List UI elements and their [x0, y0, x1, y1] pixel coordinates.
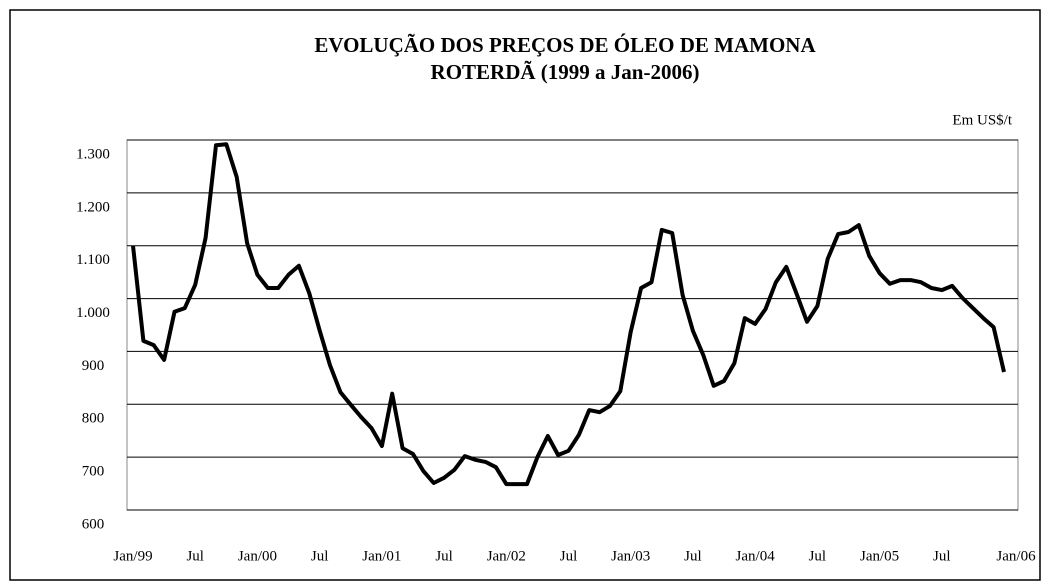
x-tick-label: Jul [186, 548, 204, 564]
x-tick-label: Jul [560, 548, 578, 564]
y-tick-label: 600 [82, 516, 105, 532]
y-tick-label: 800 [82, 411, 105, 427]
frame [9, 9, 1041, 581]
x-tick-label: Jan/01 [362, 548, 401, 564]
chart-subtitle: ROTERDÃ (1999 a Jan-2006) [431, 60, 700, 84]
x-tick-label: Jan/06 [996, 548, 1036, 564]
x-tick-label: Jul [933, 548, 951, 564]
x-tick-label: Jan/99 [113, 548, 152, 564]
y-tick-label: 1.200 [76, 199, 110, 215]
x-tick-label: Jan/03 [611, 548, 650, 564]
y-tick-label: 1.000 [76, 305, 110, 321]
chart-title: EVOLUÇÃO DOS PREÇOS DE ÓLEO DE MAMONA [314, 33, 816, 57]
y-tick-label: 1.100 [76, 252, 110, 268]
x-tick-label: Jul [809, 548, 827, 564]
y-tick-label: 700 [82, 464, 105, 480]
x-tick-label: Jul [311, 548, 329, 564]
y-tick-label: 1.300 [76, 146, 110, 162]
unit-label: Em US$/t [952, 112, 1012, 128]
plot-area [126, 139, 1019, 511]
x-tick-label: Jul [435, 548, 453, 564]
y-tick-label: 900 [82, 358, 105, 374]
line-series [131, 142, 1006, 487]
x-tick-label: Jul [684, 548, 702, 564]
x-tick-label: Jan/00 [238, 548, 277, 564]
x-tick-label: Jan/04 [736, 548, 776, 564]
x-tick-label: Jan/05 [860, 548, 899, 564]
x-tick-label: Jan/02 [487, 548, 526, 564]
